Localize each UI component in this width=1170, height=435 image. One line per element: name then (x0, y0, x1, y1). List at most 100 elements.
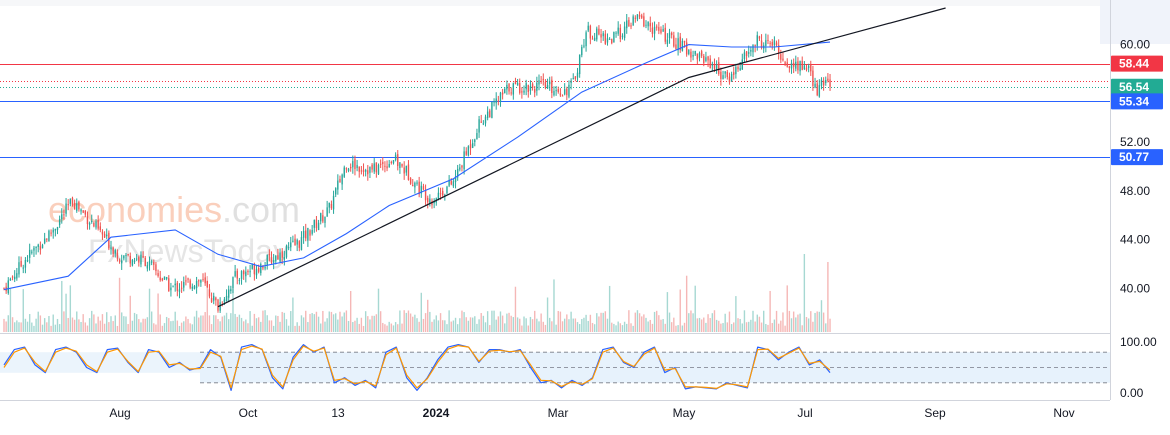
candle-body (367, 170, 369, 175)
candle-body (394, 154, 397, 161)
volume-bar (352, 322, 354, 332)
volume-bar (240, 317, 243, 332)
volume-bar (133, 312, 136, 332)
candle-body (474, 139, 476, 143)
candle-body (16, 273, 18, 279)
volume-bar (290, 311, 292, 332)
candle-body (373, 163, 375, 172)
candle-body (22, 267, 24, 269)
candle-body (204, 277, 206, 284)
candle-body (551, 79, 553, 94)
volume-bar (754, 321, 756, 332)
volume-bar (165, 316, 168, 332)
volume-bar (608, 285, 611, 332)
volume-bar (206, 276, 208, 332)
candle-body (576, 72, 579, 78)
candle-body (76, 203, 78, 211)
candle-body (559, 93, 562, 96)
volume-bar (401, 323, 403, 332)
volume-bar (660, 319, 662, 332)
candle-body (429, 198, 431, 204)
candle-body (812, 70, 814, 86)
volume-bar (683, 322, 686, 332)
candle-body (807, 65, 810, 69)
volume-bar (435, 315, 437, 332)
volume-bar (114, 315, 116, 332)
volume-bar (337, 319, 339, 332)
candle-body (825, 80, 827, 83)
time-tick-label: Oct (239, 406, 258, 420)
volume-bar (534, 310, 536, 332)
candle-body (253, 264, 256, 275)
candle-body (810, 64, 812, 72)
candle-body (412, 185, 414, 187)
candle-body (482, 123, 485, 125)
volume-bar (765, 323, 767, 332)
candle-body (698, 53, 701, 58)
volume-bar (542, 321, 544, 332)
volume-bar (538, 321, 540, 332)
volume-bar (540, 313, 542, 332)
volume-bar (531, 319, 534, 332)
candle-body (446, 186, 448, 194)
volume-bar (7, 315, 9, 332)
candle-body (215, 297, 217, 301)
price-axis[interactable]: 40.00 44.00 48.00 52.00 60.00 100.00 0.00 (1120, 38, 1157, 400)
candle-body (24, 259, 27, 268)
candle-body (630, 25, 632, 27)
volume-bar (606, 318, 609, 332)
candle-body (700, 51, 703, 56)
volume-bar (388, 321, 390, 332)
candle-body (157, 273, 159, 277)
volume-bar (300, 315, 303, 332)
volume-bar (108, 322, 110, 332)
candle-body (159, 277, 161, 281)
volume-bar (433, 319, 435, 332)
volume-bar (656, 310, 658, 332)
candle-body (685, 42, 688, 55)
volume-bar (491, 310, 493, 332)
oscillator-line (3, 345, 831, 389)
volume-bar (121, 312, 123, 332)
volume-bar (110, 316, 112, 332)
price-tag (1111, 55, 1163, 72)
candle-body (180, 287, 183, 289)
volume-bar (681, 325, 684, 332)
candle-body (561, 95, 564, 97)
candle-body (780, 54, 782, 60)
volume-bar (99, 320, 101, 332)
candle-body (360, 170, 363, 172)
candle-body (632, 16, 634, 26)
volume-bar (822, 312, 825, 332)
volume-bar (320, 323, 322, 332)
candle-body (80, 209, 82, 212)
time-axis[interactable]: Aug Oct 13 2024 Mar May Jul Sep Nov (109, 406, 1074, 420)
candle-body (183, 282, 185, 288)
candle-body (613, 31, 615, 43)
volume-bar (144, 318, 146, 332)
volume-bar (812, 321, 814, 332)
candle-body (444, 194, 446, 197)
volume-bar (724, 313, 726, 332)
volume-bar (756, 314, 758, 332)
candle-body (820, 79, 823, 86)
volume-bar (797, 314, 799, 332)
candle-body (523, 90, 525, 93)
candle-body (673, 35, 675, 47)
volume-bar (707, 314, 709, 332)
candle-body (377, 165, 380, 175)
candle-body (570, 80, 572, 84)
volume-bar (302, 317, 305, 332)
volume-bars (3, 254, 831, 332)
volume-bar (418, 321, 420, 332)
volume-bar (22, 289, 24, 332)
volume-bar (217, 319, 219, 332)
candle-body (696, 53, 699, 60)
volume-bar (619, 323, 622, 332)
candle-body (649, 23, 651, 27)
volume-bar (495, 319, 497, 332)
volume-bar (741, 323, 743, 332)
candle-body (11, 276, 14, 278)
volume-bar (328, 311, 330, 332)
